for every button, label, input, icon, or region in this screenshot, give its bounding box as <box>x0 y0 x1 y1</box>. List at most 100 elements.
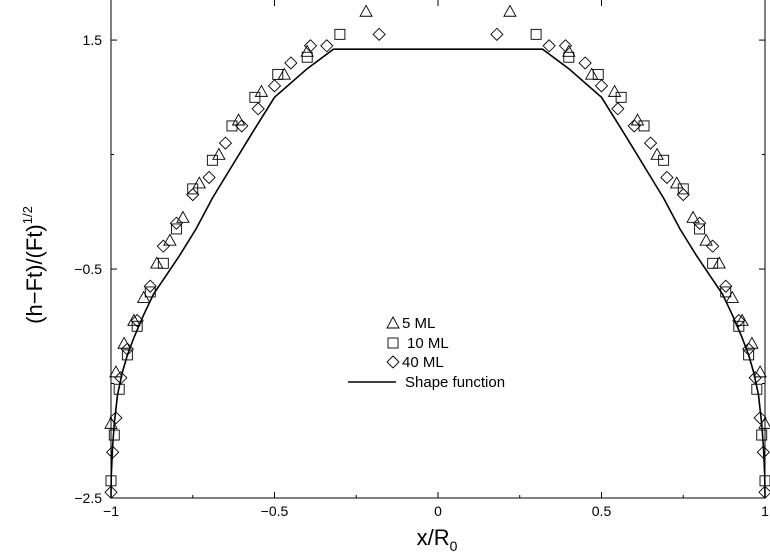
y-axis-title-sup: 1/2 <box>20 206 35 224</box>
triangle-point <box>753 365 767 378</box>
square-point <box>694 223 706 235</box>
legend: 5 ML 10 ML 40 ML Shape function <box>348 315 505 391</box>
diamond-point <box>114 371 128 385</box>
legend-label-10ml: 10 ML <box>407 335 449 352</box>
triangle-point <box>650 147 664 160</box>
x-tick-label: 0 <box>434 503 442 519</box>
diamond-point <box>186 187 200 202</box>
series-line <box>110 48 766 499</box>
diamond-point <box>156 239 170 253</box>
diamond-point <box>758 485 770 499</box>
series-square <box>105 28 770 487</box>
diamond-point <box>143 279 157 293</box>
diamond-point <box>558 39 573 53</box>
legend-label-5ml: 5 ML <box>402 315 435 332</box>
triangle-point <box>163 233 177 246</box>
diamond-point <box>104 485 118 499</box>
diamond-point <box>627 119 641 133</box>
square-point <box>677 183 689 195</box>
diamond-point <box>130 313 144 328</box>
square-point <box>249 91 261 103</box>
triangle-point <box>503 4 517 17</box>
square-point <box>226 120 238 132</box>
x-tick-label: −0.5 <box>261 503 289 519</box>
x-axis-title-main: x/R <box>417 525 450 550</box>
x-tick-label: 1 <box>761 503 769 519</box>
diamond-point <box>169 216 184 230</box>
diamond-point <box>594 79 609 93</box>
square-point <box>121 349 133 361</box>
square-point <box>157 257 169 269</box>
diamond-point <box>109 411 123 425</box>
diamond-point <box>235 119 249 133</box>
diamond-point <box>251 102 265 116</box>
diamond-point <box>753 411 767 425</box>
legend-triangle-marker <box>386 316 400 329</box>
x-axis-ticks: −1 −0.5 0 0.5 1 <box>103 0 769 519</box>
diamond-point <box>748 371 762 385</box>
shape-function-line <box>110 48 766 499</box>
diamond-point <box>692 216 707 230</box>
y-axis-ticks: −2.5 −0.5 1.5 <box>74 32 765 506</box>
square-point <box>707 257 719 269</box>
square-point <box>592 68 604 80</box>
triangle-point <box>669 176 684 189</box>
diamond-point <box>611 102 625 116</box>
triangle-point <box>176 210 190 223</box>
square-point <box>272 68 284 80</box>
y-tick-label: 1.5 <box>83 32 103 48</box>
square-point <box>206 154 218 166</box>
square-point <box>334 28 346 40</box>
diamond-point <box>303 39 318 53</box>
diamond-point <box>202 170 216 185</box>
triangle-point <box>254 84 269 97</box>
legend-square-marker <box>387 337 399 349</box>
legend-item-shape-function: Shape function <box>348 374 505 391</box>
diamond-point <box>218 136 233 150</box>
y-tick-label: −0.5 <box>74 261 102 277</box>
legend-item-5ml: 5 ML <box>386 315 435 332</box>
square-point <box>530 28 542 40</box>
plot-frame <box>110 0 766 499</box>
triangle-point <box>607 84 622 97</box>
square-point <box>170 223 182 235</box>
diamond-point <box>284 56 298 70</box>
diamond-point <box>719 279 733 293</box>
triangle-point <box>699 233 713 246</box>
triangle-point <box>192 176 207 189</box>
diamond-point <box>660 170 674 185</box>
legend-item-40ml: 40 ML <box>386 354 444 371</box>
square-point <box>187 183 199 195</box>
diamond-point <box>320 39 334 53</box>
x-axis-title: x/R0 <box>417 525 458 554</box>
triangle-point <box>712 256 726 269</box>
legend-diamond-marker <box>386 355 400 369</box>
legend-label-40ml: 40 ML <box>402 354 444 371</box>
square-point <box>638 120 650 132</box>
triangle-point <box>150 256 164 269</box>
square-point <box>563 51 575 63</box>
diamond-point <box>542 39 556 53</box>
triangle-point <box>735 313 749 326</box>
triangle-point <box>584 67 599 80</box>
diamond-point <box>643 136 658 150</box>
y-tick-label: −2.5 <box>74 490 102 506</box>
series-layer <box>104 4 770 499</box>
diamond-point <box>676 187 690 202</box>
diamond-point <box>706 239 720 253</box>
legend-label-shape-function: Shape function <box>405 374 505 391</box>
series-diamond <box>104 27 770 499</box>
square-point <box>301 51 313 63</box>
x-tick-label: 0.5 <box>592 503 612 519</box>
triangle-point <box>109 365 123 378</box>
diamond-point <box>732 313 746 328</box>
diamond-point <box>267 79 282 93</box>
square-point <box>615 91 627 103</box>
diamond-point <box>490 27 504 41</box>
triangle-point <box>359 4 373 17</box>
triangle-point <box>127 313 141 326</box>
diamond-point <box>578 56 592 70</box>
x-axis-title-sub: 0 <box>450 538 458 554</box>
triangle-point <box>686 210 700 223</box>
